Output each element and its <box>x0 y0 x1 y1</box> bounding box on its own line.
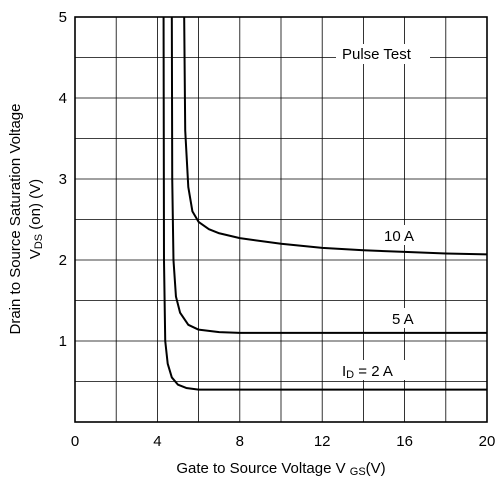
x-tick-label: 16 <box>396 433 413 450</box>
series-line-1 <box>183 16 488 256</box>
label-5a-bg <box>384 308 432 328</box>
x-tick-label: 4 <box>153 433 161 450</box>
series-label-10a: 10 A <box>384 228 414 245</box>
series-line-2 <box>170 16 487 334</box>
series-group <box>162 16 488 391</box>
series-line-3 <box>162 16 487 391</box>
label-10a-bg <box>376 225 428 245</box>
series-label-id-2a: ID = 2 A <box>342 363 393 381</box>
y-tick-label: 3 <box>59 171 67 188</box>
y-axis-title-line2: VDS (on) (V) <box>27 179 45 259</box>
x-tick-label: 0 <box>71 433 79 450</box>
y-axis-title-line1: Drain to Source Saturation Voltage <box>7 104 24 335</box>
y-tick-labels: 1 2 3 4 5 <box>59 9 67 350</box>
series-label-5a: 5 A <box>392 311 414 328</box>
pulse-test-label: Pulse Test <box>342 46 412 63</box>
grid <box>75 17 487 422</box>
label-id-bg <box>334 360 420 380</box>
y-tick-label: 2 <box>59 252 67 269</box>
x-tick-label: 8 <box>236 433 244 450</box>
plot-frame <box>74 16 488 423</box>
x-axis-title: Gate to Source Voltage V GS(V) <box>176 460 385 478</box>
x-tick-label: 20 <box>479 433 496 450</box>
x-tick-labels: 0 4 8 12 16 20 <box>71 433 496 450</box>
y-tick-label: 1 <box>59 333 67 350</box>
y-tick-label: 5 <box>59 9 67 26</box>
x-tick-label: 12 <box>314 433 331 450</box>
y-tick-label: 4 <box>59 90 67 107</box>
pulse-test-label-bg <box>336 44 430 64</box>
